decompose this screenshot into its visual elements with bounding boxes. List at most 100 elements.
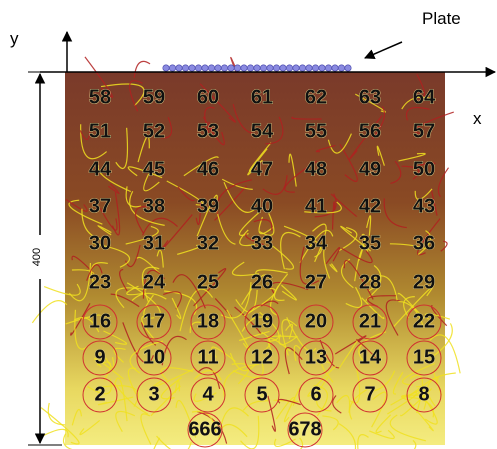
cell-label: 19 bbox=[251, 310, 273, 332]
fiber bbox=[48, 403, 65, 425]
cell-label: 63 bbox=[359, 86, 381, 108]
plate-bead bbox=[247, 65, 253, 71]
cell-label: 16 bbox=[89, 310, 111, 332]
cell-label: 50 bbox=[413, 158, 435, 180]
cell-label: 58 bbox=[89, 86, 111, 108]
cell-label: 62 bbox=[305, 86, 327, 108]
cell-label: 21 bbox=[359, 310, 381, 332]
cell-label: 48 bbox=[305, 158, 327, 180]
cell-label: 3 bbox=[148, 383, 159, 405]
cell-label: 678 bbox=[288, 418, 321, 440]
cell-label: 61 bbox=[251, 86, 273, 108]
cell-label: 60 bbox=[197, 86, 219, 108]
cell-label: 38 bbox=[143, 195, 165, 217]
plate-bead bbox=[221, 65, 227, 71]
plate-label: Plate bbox=[422, 9, 461, 28]
cell-label: 29 bbox=[413, 271, 435, 293]
cell-label: 47 bbox=[251, 158, 273, 180]
plate-bead bbox=[286, 65, 292, 71]
cell-label: 7 bbox=[364, 383, 375, 405]
plate-bead bbox=[208, 65, 214, 71]
cell-label: 49 bbox=[359, 158, 381, 180]
cell-label: 27 bbox=[305, 271, 327, 293]
cell-label: 33 bbox=[251, 232, 273, 254]
figure: 5859606162636451525354555657444546474849… bbox=[0, 0, 497, 449]
cell-label: 36 bbox=[413, 232, 435, 254]
plate-arrow bbox=[365, 42, 402, 58]
cell-label: 57 bbox=[413, 120, 435, 142]
cell-label: 43 bbox=[413, 195, 435, 217]
plate-bead bbox=[260, 65, 266, 71]
cell-label: 11 bbox=[197, 346, 218, 368]
plate-bead bbox=[241, 65, 247, 71]
plate-bead bbox=[195, 65, 201, 71]
height-label: 400 bbox=[31, 248, 43, 266]
cell-label: 14 bbox=[359, 346, 382, 368]
plate-bead bbox=[306, 65, 312, 71]
cell-label: 40 bbox=[251, 195, 273, 217]
cell-label: 6 bbox=[310, 383, 321, 405]
cell-label: 22 bbox=[413, 310, 435, 332]
cell-label: 15 bbox=[413, 346, 435, 368]
plate-bead bbox=[189, 65, 195, 71]
plate-bead bbox=[234, 65, 240, 71]
cell-label: 37 bbox=[89, 195, 111, 217]
cell-label: 4 bbox=[202, 383, 214, 405]
plate-bead bbox=[228, 65, 234, 71]
cell-label: 35 bbox=[359, 232, 381, 254]
cell-label: 59 bbox=[143, 86, 165, 108]
cell-label: 39 bbox=[197, 195, 219, 217]
x-label: x bbox=[473, 109, 482, 128]
cell-label: 34 bbox=[305, 232, 328, 254]
plate-bead bbox=[273, 65, 279, 71]
plate-bead bbox=[319, 65, 325, 71]
cell-label: 45 bbox=[143, 158, 165, 180]
cell-label: 20 bbox=[305, 310, 327, 332]
cell-label: 31 bbox=[143, 232, 165, 254]
plate-bead bbox=[163, 65, 169, 71]
cell-label: 56 bbox=[359, 120, 381, 142]
cell-label: 26 bbox=[251, 271, 273, 293]
cell-label: 32 bbox=[197, 232, 219, 254]
cell-label: 25 bbox=[197, 271, 219, 293]
cell-label: 46 bbox=[197, 158, 219, 180]
y-label: y bbox=[10, 29, 19, 48]
cell-label: 9 bbox=[94, 346, 105, 368]
plate-bead bbox=[332, 65, 338, 71]
plate-bead bbox=[338, 65, 344, 71]
plate-bead bbox=[312, 65, 318, 71]
cell-label: 44 bbox=[89, 158, 112, 180]
cell-label: 666 bbox=[188, 418, 221, 440]
fiber bbox=[32, 301, 67, 323]
cell-label: 10 bbox=[143, 346, 165, 368]
plate-bead bbox=[280, 65, 286, 71]
cell-label: 5 bbox=[256, 383, 267, 405]
cell-label: 53 bbox=[197, 120, 219, 142]
cell-label: 24 bbox=[143, 271, 166, 293]
cell-label: 64 bbox=[413, 86, 436, 108]
plate-bead bbox=[293, 65, 299, 71]
cell-label: 30 bbox=[89, 232, 111, 254]
plate-bead bbox=[169, 65, 175, 71]
plate bbox=[163, 65, 351, 71]
cell-label: 52 bbox=[143, 120, 165, 142]
cell-label: 51 bbox=[89, 120, 111, 142]
cell-label: 13 bbox=[305, 346, 327, 368]
plate-bead bbox=[215, 65, 221, 71]
cell-label: 12 bbox=[251, 346, 273, 368]
cell-label: 28 bbox=[359, 271, 381, 293]
plate-bead bbox=[176, 65, 182, 71]
cell-label: 2 bbox=[94, 383, 105, 405]
plate-bead bbox=[345, 65, 351, 71]
cell-label: 18 bbox=[197, 310, 219, 332]
cell-label: 17 bbox=[143, 310, 165, 332]
cell-label: 23 bbox=[89, 271, 111, 293]
cell-label: 54 bbox=[251, 120, 274, 142]
plate-bead bbox=[202, 65, 208, 71]
cell-label: 8 bbox=[418, 383, 429, 405]
plate-bead bbox=[299, 65, 305, 71]
cell-label: 42 bbox=[359, 195, 381, 217]
plate-bead bbox=[182, 65, 188, 71]
plate-bead bbox=[325, 65, 331, 71]
cell-label: 41 bbox=[305, 195, 327, 217]
